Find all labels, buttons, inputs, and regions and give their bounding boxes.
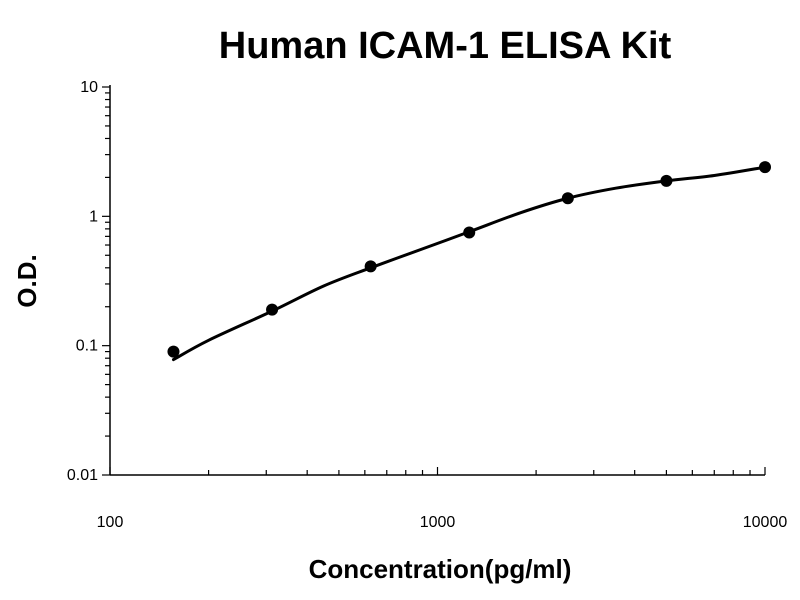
- y-axis-title: O.D.: [12, 254, 42, 307]
- y-tick-label: 0.1: [76, 338, 98, 355]
- y-tick-label: 0.01: [67, 467, 98, 484]
- data-point: [364, 260, 377, 273]
- data-point: [561, 192, 574, 205]
- data-point: [759, 161, 771, 174]
- chart-title: Human ICAM-1 ELISA Kit: [219, 25, 672, 67]
- axes: [109, 85, 765, 476]
- y-tick-label: 1: [89, 208, 98, 225]
- x-tick-label: 1000: [420, 514, 456, 531]
- x-axis-title: Concentration(pg/ml): [309, 554, 572, 584]
- data-point: [266, 303, 279, 316]
- data-point: [660, 174, 673, 187]
- x-tick-label: 10000: [743, 514, 788, 531]
- data-point: [167, 345, 180, 358]
- plot-area: [167, 161, 771, 362]
- fit-curve: [171, 165, 767, 362]
- ticks: 0.01 0.1 1 10 100 1000 10000: [67, 79, 787, 531]
- x-tick-label: 100: [97, 514, 124, 531]
- y-tick-label: 10: [80, 79, 98, 96]
- data-point: [463, 226, 476, 239]
